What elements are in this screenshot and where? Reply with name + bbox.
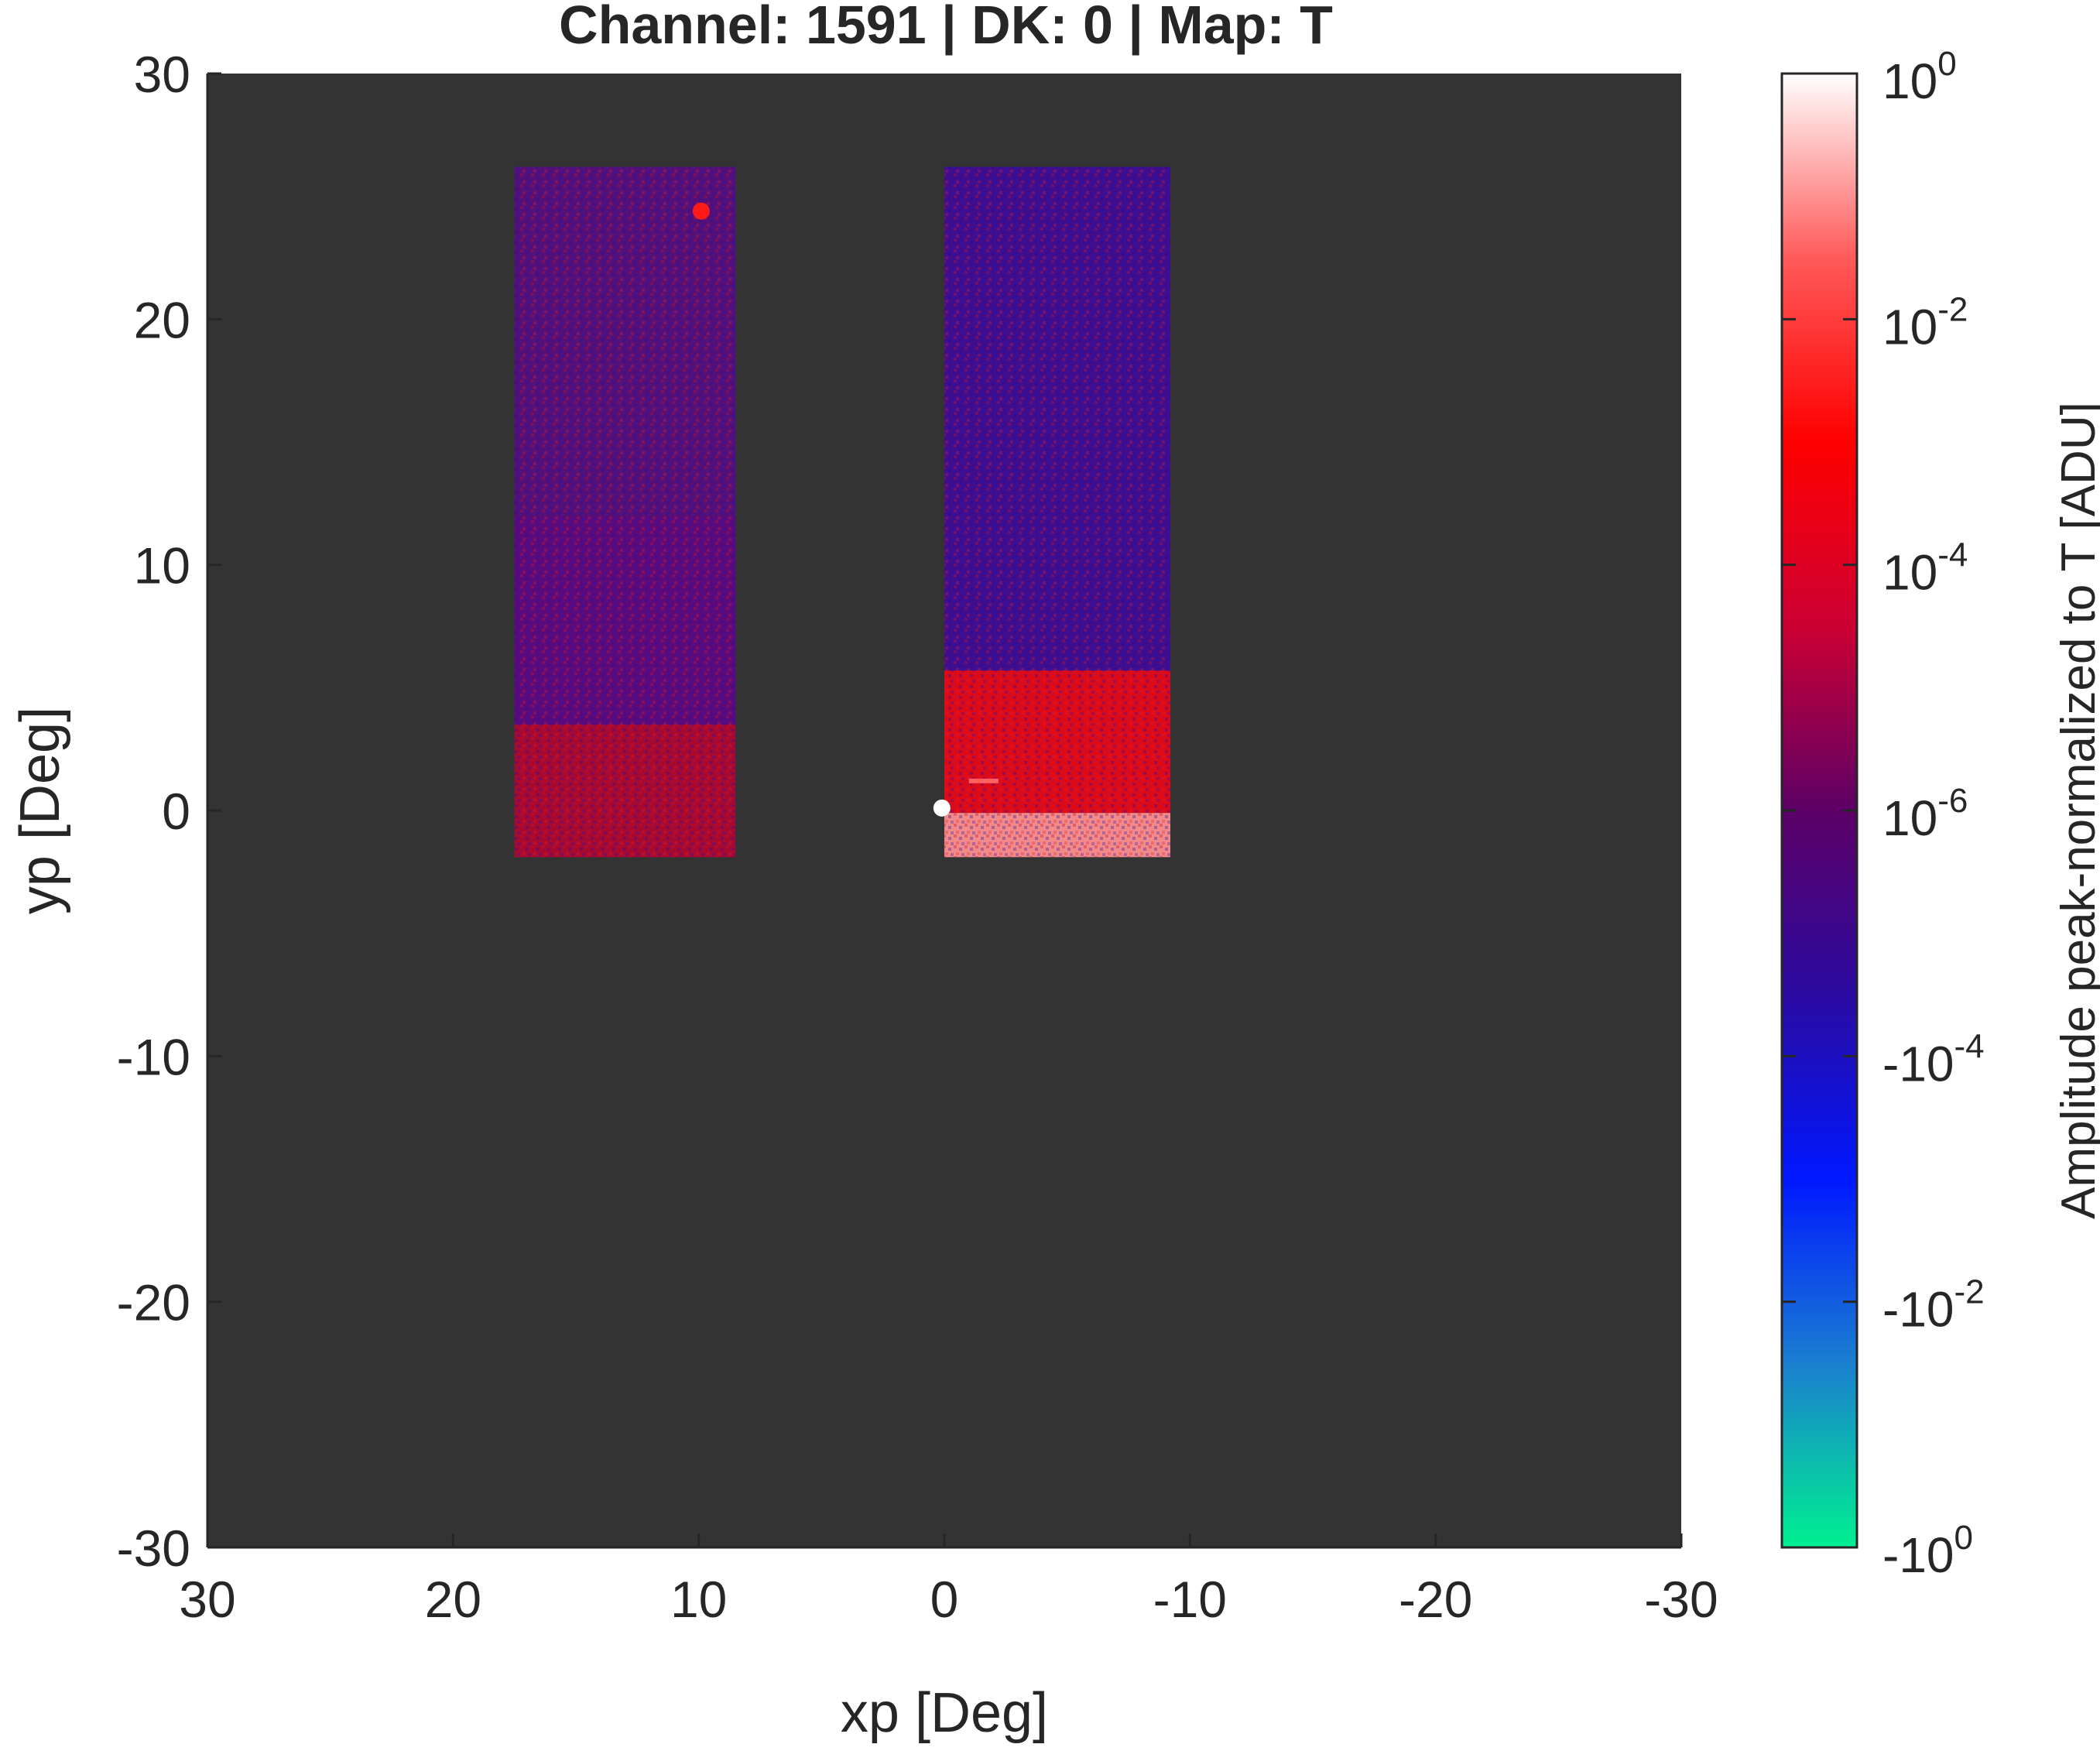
colorbar-tick-label: 10-6 [1882, 782, 1968, 846]
x-tick-label: 10 [670, 1571, 727, 1628]
tick-exponent: 0 [1937, 45, 1956, 83]
y-tick-label: 10 [134, 537, 190, 595]
region-noise [514, 516, 736, 725]
region-noise [514, 724, 736, 858]
y-tick-label: -30 [117, 1520, 190, 1577]
colorbar-tick-label: -10-4 [1882, 1027, 1985, 1091]
chart-title: Channel: 1591 | DK: 0 | Map: T [559, 0, 1333, 56]
region-noise [944, 813, 1170, 858]
tick-exponent: -2 [1954, 1273, 1985, 1311]
x-tick-label: 30 [179, 1571, 235, 1628]
y-tick-label: 30 [134, 46, 190, 103]
tick-base: -10 [1882, 1036, 1954, 1091]
tick-exponent: -4 [1954, 1027, 1985, 1065]
colorbar-tick-label: 100 [1882, 45, 1957, 109]
y-tick-label: 20 [134, 291, 190, 348]
tick-base: 10 [1882, 299, 1937, 355]
colorbar-tick-label: -100 [1882, 1519, 1973, 1583]
tick-base: -10 [1882, 1527, 1954, 1583]
region-noise [514, 166, 736, 516]
tick-exponent: -4 [1937, 536, 1968, 574]
y-axis-ticks: 30 20 10 0 -10 -20 -30 [117, 46, 221, 1577]
tick-base: 10 [1882, 790, 1937, 846]
bright-spot [692, 202, 710, 220]
tick-base: -10 [1882, 1282, 1954, 1338]
colorbar-tick-label: 10-2 [1882, 290, 1968, 355]
bright-spot [933, 799, 951, 817]
tick-exponent: -6 [1937, 782, 1968, 820]
left-detector-column [514, 166, 736, 858]
colorbar-tick-label: 10-4 [1882, 536, 1968, 601]
colorbar-label: Amplitude peak-normalized to T [ADU] [2052, 402, 2100, 1219]
x-tick-label: -30 [1644, 1571, 1718, 1628]
x-tick-label: -10 [1153, 1571, 1227, 1628]
tick-base: 10 [1882, 545, 1937, 601]
x-axis-label: xp [Deg] [841, 1682, 1048, 1744]
y-tick-label: 0 [162, 783, 190, 840]
y-tick-label: -20 [117, 1274, 190, 1331]
tick-exponent: 0 [1954, 1519, 1973, 1557]
tick-base: 10 [1882, 53, 1937, 109]
x-tick-label: 0 [930, 1571, 959, 1628]
y-axis-label: yp [Deg] [9, 707, 71, 914]
y-tick-label: -10 [117, 1028, 190, 1085]
x-axis-ticks: 30 20 10 0 -10 -20 -30 [179, 1533, 1718, 1628]
colorbar-tick-label: -10-2 [1882, 1273, 1985, 1338]
axes-frame [206, 74, 1681, 1549]
right-detector-column [933, 166, 1170, 858]
heatmap-regions [514, 166, 1170, 858]
x-tick-label: 20 [425, 1571, 481, 1628]
x-tick-label: -20 [1399, 1571, 1472, 1628]
region-noise [944, 670, 1170, 814]
region-noise [944, 166, 1170, 671]
tick-exponent: -2 [1937, 290, 1968, 328]
